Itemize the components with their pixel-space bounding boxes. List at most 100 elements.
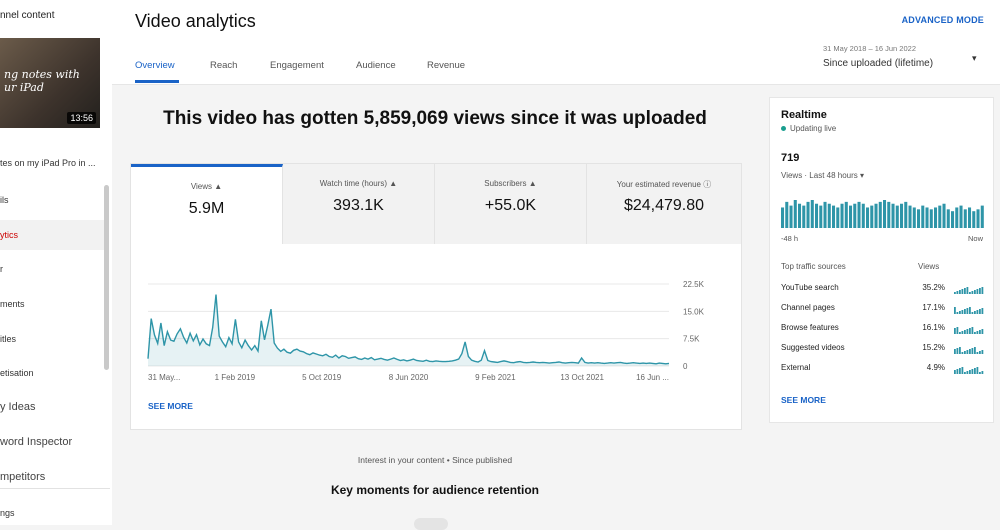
sidebar-item-daily-ideas[interactable]: y Ideas bbox=[0, 401, 36, 413]
traffic-source-row: Suggested videos 15.2% bbox=[781, 343, 986, 357]
metric-views[interactable]: Views ▲ 5.9M bbox=[131, 164, 283, 244]
views-chart: 0 7.5K 15.0K 22.5K 31 May... 1 Feb 2019 5 Oct … bbox=[147, 280, 705, 382]
traffic-sparkline bbox=[954, 287, 984, 294]
tab-audience[interactable]: Audience bbox=[356, 60, 396, 71]
caret-down-icon[interactable]: ▾ bbox=[972, 53, 977, 63]
realtime-bar bbox=[963, 209, 967, 228]
realtime-bar bbox=[785, 201, 789, 228]
metric-label: Subscribers ▲ bbox=[484, 179, 537, 188]
metric-label: Views ▲ bbox=[190, 182, 223, 191]
realtime-bar bbox=[827, 203, 831, 228]
traffic-source-name: Browse features bbox=[781, 323, 839, 332]
sparkline-bar bbox=[971, 327, 974, 334]
views-area bbox=[148, 294, 669, 366]
tab-engagement[interactable]: Engagement bbox=[270, 60, 324, 71]
sparkline-bar bbox=[954, 292, 956, 294]
realtime-bar bbox=[802, 205, 806, 228]
realtime-axis-start: -48 h bbox=[781, 234, 799, 243]
metric-label: Watch time (hours) ▲ bbox=[319, 179, 398, 188]
x-tick-label: 9 Feb 2021 bbox=[475, 373, 516, 382]
sparkline-bar bbox=[974, 290, 976, 294]
sparkline-bar bbox=[971, 312, 974, 314]
sparkline-bar bbox=[956, 369, 959, 374]
realtime-bar bbox=[836, 207, 840, 228]
metric-subscribers[interactable]: Subscribers ▲ +55.0K bbox=[435, 164, 587, 244]
realtime-bar bbox=[849, 205, 853, 228]
sparkline-bar bbox=[971, 348, 974, 354]
traffic-source-name: YouTube search bbox=[781, 283, 839, 292]
traffic-views-header: Views bbox=[918, 262, 940, 271]
date-range-select[interactable]: Since uploaded (lifetime) bbox=[823, 58, 934, 69]
advanced-mode-link[interactable]: ADVANCED MODE bbox=[901, 15, 984, 25]
sidebar-item-monetisation[interactable]: etisation bbox=[0, 368, 34, 378]
traffic-source-pct: 17.1% bbox=[922, 303, 945, 312]
sparkline-bar bbox=[981, 329, 984, 334]
sparkline-bar bbox=[976, 289, 979, 294]
realtime-title: Realtime bbox=[781, 109, 827, 121]
realtime-bar bbox=[887, 201, 891, 228]
sparkline-bar bbox=[979, 288, 981, 294]
video-title: tes on my iPad Pro in ... bbox=[0, 158, 96, 168]
sidebar: nnel content ng notes with ur iPad 13:56… bbox=[0, 0, 112, 525]
sidebar-item-analytics[interactable]: ytics bbox=[0, 220, 108, 250]
sparkline-bar bbox=[974, 332, 976, 334]
sidebar-scrollbar[interactable] bbox=[104, 185, 109, 370]
key-moments-title: Key moments for audience retention bbox=[330, 483, 540, 497]
realtime-bar bbox=[946, 209, 950, 228]
sparkline-bar bbox=[979, 330, 981, 334]
realtime-bar bbox=[810, 200, 814, 228]
x-tick-label: 5 Oct 2019 bbox=[302, 373, 342, 382]
sidebar-item-settings[interactable]: ngs bbox=[0, 508, 15, 518]
y-tick-label: 22.5K bbox=[683, 280, 705, 289]
traffic-sparkline bbox=[954, 347, 984, 354]
video-thumbnail[interactable]: ng notes with ur iPad 13:56 bbox=[0, 38, 100, 128]
metric-watch-time[interactable]: Watch time (hours) ▲ 393.1K bbox=[283, 164, 435, 244]
tab-reach[interactable]: Reach bbox=[210, 60, 238, 71]
traffic-source-row: YouTube search 35.2% bbox=[781, 283, 986, 297]
sparkline-bar bbox=[981, 287, 984, 294]
sparkline-bar bbox=[959, 368, 961, 374]
metric-label: Your estimated revenue ⓘ bbox=[616, 180, 712, 189]
sparkline-bar bbox=[956, 312, 959, 314]
updating-live-status: Updating live bbox=[781, 124, 836, 133]
realtime-bar bbox=[789, 205, 793, 228]
realtime-bar bbox=[972, 211, 976, 228]
sidebar-item-subtitles[interactable]: itles bbox=[0, 334, 17, 344]
sidebar-title: nnel content bbox=[0, 10, 55, 21]
tab-overview[interactable]: Overview bbox=[135, 60, 179, 83]
realtime-views-select[interactable]: Views · Last 48 hours ▾ bbox=[781, 171, 865, 180]
traffic-source-name: Suggested videos bbox=[781, 343, 845, 352]
see-more-link[interactable]: SEE MORE bbox=[148, 401, 193, 411]
key-moments-chip[interactable] bbox=[414, 518, 448, 530]
sparkline-bar bbox=[959, 347, 961, 354]
sparkline-bar bbox=[961, 289, 964, 294]
metric-value: $24,479.80 bbox=[623, 197, 705, 214]
realtime-bar bbox=[798, 203, 802, 228]
sidebar-item-comments[interactable]: ments bbox=[0, 299, 25, 309]
tab-revenue[interactable]: Revenue bbox=[427, 60, 466, 71]
sidebar-item-details[interactable]: ils bbox=[0, 195, 9, 205]
sparkline-bar bbox=[954, 370, 956, 374]
metric-tabs: Views ▲ 5.9M Watch time (hours) ▲ 393.1K… bbox=[131, 164, 741, 244]
realtime-bar bbox=[934, 207, 938, 228]
traffic-source-name: Channel pages bbox=[781, 303, 835, 312]
realtime-bar bbox=[781, 207, 785, 228]
sparkline-bar bbox=[964, 288, 966, 294]
sparkline-bar bbox=[974, 347, 976, 354]
sidebar-item-competitors[interactable]: mpetitors bbox=[0, 471, 46, 483]
traffic-sparkline bbox=[954, 307, 984, 314]
sidebar-item-editor[interactable]: r bbox=[0, 264, 3, 274]
sparkline-bar bbox=[969, 328, 971, 334]
sidebar-item-keyword-inspector[interactable]: word Inspector bbox=[0, 436, 73, 448]
realtime-bar bbox=[861, 203, 865, 228]
live-dot-icon bbox=[781, 126, 786, 132]
warning-icon: ▲ bbox=[528, 179, 537, 188]
views-line bbox=[147, 294, 670, 365]
realtime-bar bbox=[806, 201, 810, 228]
realtime-see-more-link[interactable]: SEE MORE bbox=[781, 395, 826, 405]
sparkline-bar bbox=[969, 370, 971, 374]
metric-revenue[interactable]: Your estimated revenue ⓘ $24,479.80 bbox=[587, 164, 741, 244]
traffic-source-row: Browse features 16.1% bbox=[781, 323, 986, 337]
sparkline-bar bbox=[956, 291, 959, 294]
sparkline-bar bbox=[959, 332, 961, 334]
